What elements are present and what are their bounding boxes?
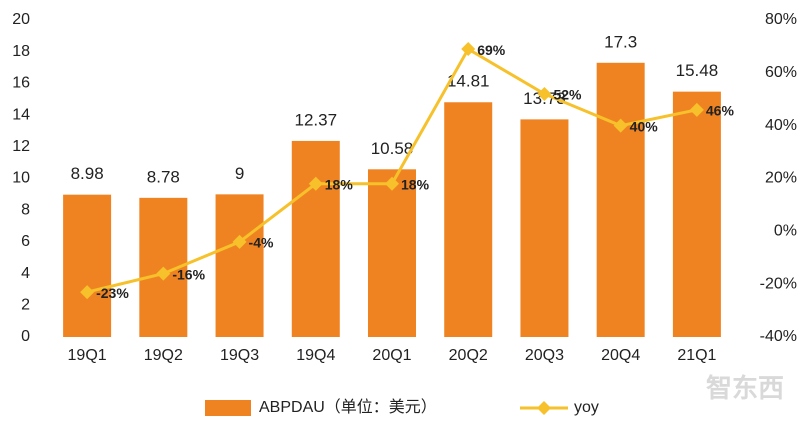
bar-value-label: 12.37: [295, 110, 338, 129]
line-marker: [689, 102, 704, 117]
y-tick-label: 2: [21, 297, 30, 314]
line-marker: [308, 176, 323, 191]
y-tick-label: 10: [12, 170, 30, 187]
line-value-label: 52%: [553, 87, 582, 103]
y-tick-label: 6: [21, 233, 30, 250]
y-tick-label: 18: [12, 43, 30, 60]
bar-value-label: 15.48: [676, 61, 719, 80]
y-tick-label: 14: [12, 106, 30, 123]
x-tick-label: 20Q3: [525, 347, 564, 364]
bar-value-label: 10.58: [371, 139, 414, 158]
bar: [596, 62, 645, 338]
x-tick-label: 19Q2: [144, 347, 183, 364]
y2-tick-label: -40%: [760, 328, 797, 345]
line-marker: [461, 42, 476, 57]
bar-value-label: 14.81: [447, 72, 490, 91]
x-tick-label: 19Q3: [220, 347, 259, 364]
y2-tick-label: 60%: [765, 64, 797, 81]
y-tick-label: 4: [21, 265, 30, 282]
line-marker: [613, 118, 628, 133]
x-tick-label: 20Q2: [449, 347, 488, 364]
line-value-label: 18%: [401, 176, 430, 192]
legend-swatch: [205, 400, 251, 416]
y2-tick-label: -20%: [760, 275, 797, 292]
line-value-label: 46%: [706, 103, 735, 119]
y2-tick-label: 20%: [765, 170, 797, 187]
y-tick-label: 16: [12, 75, 30, 92]
line-value-label: 69%: [477, 42, 506, 58]
bar: [63, 194, 112, 337]
line-marker: [156, 266, 171, 281]
line-value-label: -23%: [96, 285, 129, 301]
x-tick-label: 21Q1: [677, 347, 716, 364]
legend-label: ABPDAU（单位：美元）: [259, 398, 437, 416]
bar: [368, 169, 416, 337]
x-tick-label: 19Q4: [296, 347, 335, 364]
line-value-label: 18%: [325, 176, 354, 192]
x-tick-label: 20Q1: [372, 347, 411, 364]
bar-value-label: 9: [235, 164, 244, 183]
line-value-label: -4%: [249, 235, 274, 251]
y-tick-label: 20: [12, 11, 30, 28]
y2-tick-label: 0%: [774, 223, 797, 240]
bar: [444, 102, 493, 337]
x-tick-label: 19Q1: [68, 347, 107, 364]
legend-label: yoy: [574, 399, 599, 416]
bar: [291, 140, 340, 337]
line-value-label: -16%: [172, 266, 205, 282]
y-tick-label: 12: [12, 138, 30, 155]
line-value-label: 40%: [630, 118, 659, 134]
x-tick-label: 20Q4: [601, 347, 640, 364]
bar-value-label: 8.98: [71, 164, 104, 183]
line-marker: [537, 86, 552, 101]
y2-tick-label: 40%: [765, 117, 797, 134]
line-marker: [385, 176, 399, 191]
y-tick-label: 0: [21, 328, 30, 345]
bar-value-label: 8.78: [147, 167, 180, 186]
y2-tick-label: 80%: [765, 11, 797, 28]
bar-value-label: 17.3: [604, 32, 637, 51]
line-marker: [80, 285, 95, 300]
watermark: 智东西: [706, 373, 784, 403]
bar: [672, 91, 721, 337]
bar: [215, 194, 264, 337]
bar: [520, 119, 569, 337]
legend-swatch: [537, 401, 551, 415]
y-tick-label: 8: [21, 201, 30, 218]
line-marker: [232, 234, 247, 249]
